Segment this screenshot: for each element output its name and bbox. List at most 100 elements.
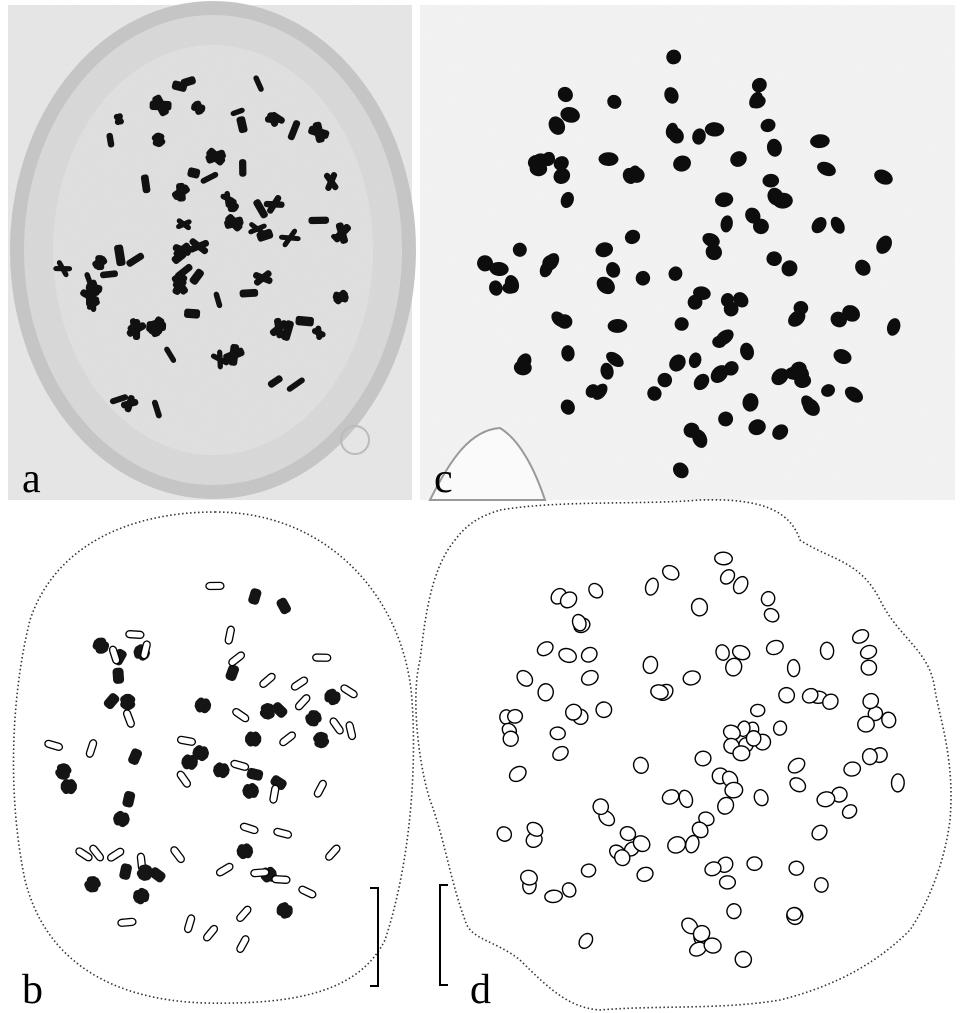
chromosome <box>690 597 708 617</box>
chromosome <box>308 217 329 225</box>
chromosome <box>176 770 192 789</box>
chromosomes <box>44 582 358 953</box>
chromosome <box>631 755 650 775</box>
panel-b <box>14 512 414 1003</box>
chromosome <box>863 749 878 765</box>
chromosome <box>535 639 556 659</box>
chromosome <box>258 672 276 689</box>
chromosome <box>228 199 237 213</box>
chromosome <box>579 668 601 688</box>
chromosome <box>747 857 762 870</box>
page: {"panels": [{"label": "a"}, {"label": "b… <box>0 0 961 1013</box>
chromosome <box>109 645 121 664</box>
panel-c <box>420 5 955 500</box>
chromosome <box>788 860 805 876</box>
chromosome <box>112 809 130 828</box>
chromosome <box>251 869 269 877</box>
chromosome <box>146 321 166 331</box>
scale-bar <box>440 885 448 985</box>
chromosome <box>230 760 249 772</box>
chromosome <box>544 889 563 903</box>
panel-label: a <box>22 456 41 502</box>
chromosome <box>119 863 133 881</box>
chromosome <box>313 779 328 798</box>
figure: a b c d <box>0 0 961 1013</box>
chromosome <box>212 761 231 780</box>
chromosome <box>278 731 296 748</box>
chromosome <box>217 349 223 369</box>
chromosome <box>777 685 797 705</box>
chromosome <box>772 720 788 737</box>
chromosome <box>752 788 770 808</box>
chromosome <box>694 750 712 767</box>
chromosome <box>295 316 314 327</box>
chromosome <box>313 731 329 750</box>
chromosome <box>345 721 356 740</box>
chromosome <box>231 707 250 723</box>
chromosome <box>891 774 904 792</box>
chromosome <box>843 761 862 778</box>
chromosome <box>733 745 750 761</box>
chromosome <box>787 659 800 677</box>
chromosome <box>243 730 262 748</box>
chromosome <box>733 949 754 970</box>
chromosome <box>677 788 695 809</box>
chromosome <box>246 767 264 781</box>
chromosome <box>840 802 859 821</box>
chromosome <box>550 726 566 740</box>
chromosome <box>635 865 655 884</box>
chromosome <box>714 643 731 662</box>
chromosome <box>126 630 144 638</box>
chromosome <box>83 876 102 893</box>
chromosome <box>264 201 285 208</box>
chromosome <box>227 651 246 668</box>
chromosome <box>764 638 785 657</box>
chromosome <box>122 790 136 808</box>
chromosome <box>240 822 259 834</box>
chromosome <box>247 587 262 605</box>
chromosome <box>586 581 605 601</box>
chromosome <box>304 711 322 726</box>
chromosome <box>726 903 741 919</box>
chromosome <box>494 824 514 844</box>
chromosome <box>140 640 151 659</box>
chromosome <box>746 731 760 746</box>
chromosome <box>102 691 121 710</box>
chromosome <box>169 845 185 864</box>
panel-label: b <box>22 967 43 1013</box>
chromosomes <box>494 552 904 970</box>
chromosome <box>294 693 311 711</box>
chromosome <box>682 669 702 687</box>
chromosome <box>550 744 571 763</box>
chromosome <box>850 627 871 646</box>
chromosome <box>193 696 212 715</box>
chromosome <box>235 843 254 860</box>
chromosome <box>275 596 292 615</box>
chromosome <box>665 834 688 856</box>
chromosome <box>177 736 196 746</box>
chromosome <box>514 667 536 689</box>
chromosome <box>329 717 345 736</box>
chromosome <box>507 763 529 784</box>
chromosome <box>786 755 808 776</box>
chromosome <box>269 785 279 804</box>
chromosome <box>762 606 781 625</box>
chromosome <box>239 289 258 298</box>
scale-bar <box>370 888 378 986</box>
chromosome <box>857 716 874 732</box>
chromosome <box>118 918 137 927</box>
chromosome <box>325 688 341 707</box>
chromosome <box>225 626 235 645</box>
chromosome <box>580 863 597 879</box>
panel-label: d <box>470 967 491 1013</box>
chromosome <box>750 704 765 717</box>
chromosome <box>719 876 735 889</box>
chromosome <box>215 862 234 877</box>
chromosome <box>123 709 136 728</box>
chromosome <box>272 875 290 883</box>
chromosome <box>184 914 196 933</box>
chromosome <box>235 905 252 923</box>
chromosome <box>814 877 829 893</box>
chromosome <box>537 683 553 701</box>
chromosome <box>202 924 219 942</box>
